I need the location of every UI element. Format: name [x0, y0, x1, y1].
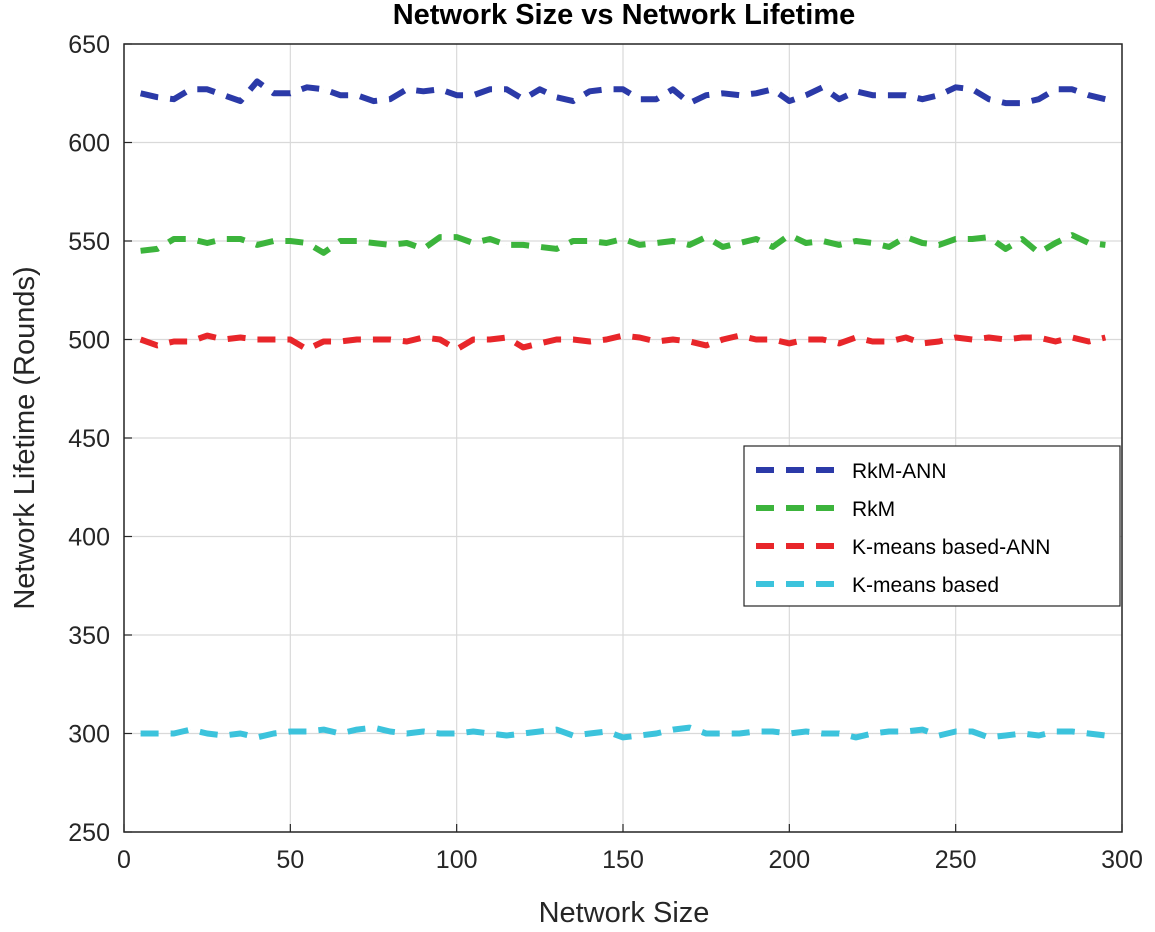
y-tick-label: 500 [68, 327, 110, 355]
y-tick-label: 300 [68, 721, 110, 749]
x-tick-label: 200 [768, 846, 810, 874]
x-axis-label: Network Size [539, 897, 710, 929]
series-line-rkm [140, 232, 1106, 256]
y-tick-label: 450 [68, 425, 110, 453]
y-axis-label: Network Lifetime (Rounds) [9, 266, 41, 609]
x-tick-label: 0 [117, 846, 131, 874]
legend-label-rkm: RkM [852, 498, 895, 521]
chart-title: Network Size vs Network Lifetime [393, 0, 856, 31]
y-tick-label: 250 [68, 819, 110, 847]
series-line-k-means-based-ann [139, 332, 1107, 353]
legend-label-k-means-based: K-means based [852, 574, 999, 597]
legend-box [743, 445, 1121, 607]
legend: RkM-ANN RkM K-means based-ANN K-means based [743, 445, 1121, 607]
y-tick-label: 350 [68, 622, 110, 650]
legend-label-k-means-based-ann: K-means based-ANN [852, 536, 1050, 559]
x-tick-label: 300 [1101, 846, 1143, 874]
x-tick-label: 100 [436, 846, 478, 874]
x-tick-label: 150 [602, 846, 644, 874]
series-group [139, 78, 1107, 741]
y-tick-label: 650 [68, 31, 110, 59]
y-tick-label: 550 [68, 228, 110, 256]
legend-label-rkm-ann: RkM-ANN [852, 460, 947, 483]
y-ticks: 250 300 350 400 450 500 550 600 650 [68, 31, 132, 847]
x-ticks: 0 50 100 150 200 250 300 [117, 824, 1143, 874]
x-tick-label: 50 [276, 846, 304, 874]
x-tick-label: 250 [935, 846, 977, 874]
y-tick-label: 400 [68, 524, 110, 552]
y-tick-label: 600 [68, 130, 110, 158]
